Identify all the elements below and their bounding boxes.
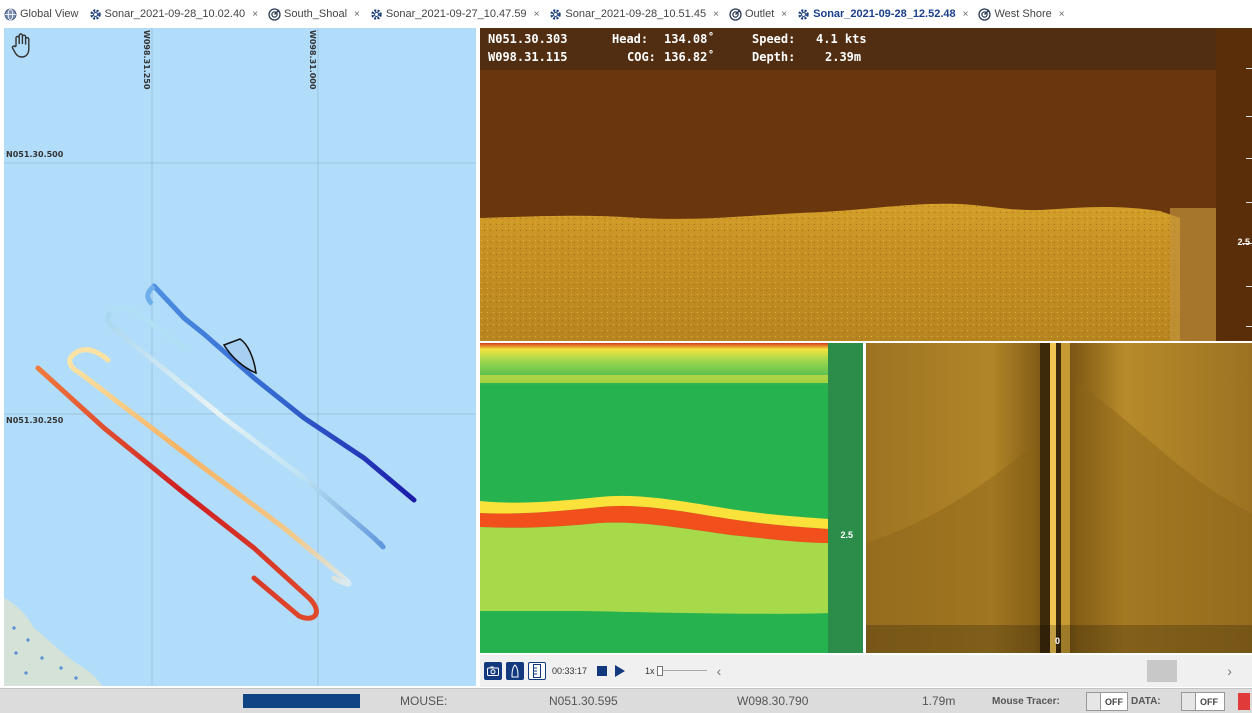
shoreline-land: [4, 598, 102, 686]
scroll-left-chevron[interactable]: ‹: [716, 663, 722, 679]
grid-label-lon-1: W098.31.250: [142, 30, 151, 90]
track-segment-2: [105, 308, 386, 550]
boat-marker: [222, 338, 257, 375]
readout-lat: N051.30.303: [488, 32, 568, 46]
data-state: OFF: [1200, 696, 1218, 707]
track-segment-4: [35, 365, 319, 621]
tab-close-icon[interactable]: ×: [781, 8, 788, 20]
sonar-2d-canvas: [480, 28, 1252, 341]
sonar-2d-view[interactable]: N051.30.303 W098.31.115 Head: 134.08˚ CO…: [480, 28, 1252, 341]
map-target-icon: [978, 7, 992, 21]
tab-close-icon[interactable]: ×: [1058, 8, 1065, 20]
depth-scale-label-top: 2.5: [1237, 237, 1250, 247]
map-panel[interactable]: W098.31.250 W098.31.000 N051.30.500 N051…: [4, 28, 476, 686]
stop-icon[interactable]: [597, 666, 608, 676]
map-target-icon: [729, 7, 742, 21]
ruler-icon: [533, 664, 541, 678]
tab-label: Sonar_2021-09-27_10.47.59: [385, 8, 527, 20]
progress-bar: [243, 694, 360, 708]
data-label: DATA:: [1131, 696, 1161, 707]
tab-label: South_Shoal: [284, 8, 348, 20]
scroll-right-chevron[interactable]: ›: [1227, 663, 1232, 679]
map-canvas: [4, 28, 476, 686]
camera-icon: [487, 666, 499, 676]
hand-pan-icon[interactable]: [10, 32, 34, 60]
tab-close-icon[interactable]: ×: [962, 8, 969, 20]
mouse-lon: W098.30.790: [737, 694, 809, 708]
tab-7[interactable]: West Shore ×: [978, 7, 1065, 21]
readout-depth-value: 2.39m: [825, 50, 862, 64]
readout-lon: W098.31.115: [488, 50, 568, 64]
tab-label: Sonar_2021-09-28_10.02.40: [104, 8, 246, 20]
readout-cog-value: 136.82˚: [664, 50, 715, 64]
tab-label: West Shore: [994, 8, 1052, 20]
tab-close-icon[interactable]: ×: [533, 8, 540, 20]
tab-6[interactable]: Sonar_2021-09-28_12.52.48 ×: [797, 8, 968, 21]
mouse-depth: 1.79m: [922, 694, 956, 708]
globe-icon: [4, 8, 17, 21]
tab-label: Sonar_2021-09-28_12.52.48: [813, 8, 956, 20]
tab-label: Global View: [20, 8, 79, 20]
tab-3[interactable]: Sonar_2021-09-27_10.47.59 ×: [370, 8, 540, 21]
sonar-downscan-view[interactable]: 2.5: [480, 343, 863, 653]
grid-label-lat-2: N051.30.250: [6, 416, 64, 425]
tab-0[interactable]: Global View: [4, 8, 79, 21]
tab-close-icon[interactable]: ×: [713, 8, 719, 20]
readout-head-value: 134.08˚: [664, 32, 715, 46]
record-indicator[interactable]: [1238, 693, 1250, 710]
tab-label: Sonar_2021-09-28_10.51.45: [565, 8, 707, 20]
track-segment-1: [151, 283, 417, 503]
sonar-sidescan-canvas: [866, 343, 1252, 653]
track-turn-1: [145, 284, 156, 306]
track-segment-3: [67, 351, 352, 587]
readout-speed-label: Speed:: [752, 32, 796, 46]
depth-scale-label-bl: 2.5: [840, 530, 853, 540]
grid-label-lat-1: N051.30.500: [6, 150, 64, 159]
boat-icon: [511, 664, 519, 678]
playback-bar: 00:33:17 1x ‹ ›: [480, 655, 1252, 687]
tab-bar: Global View Sonar_2021-09-28_10.02.40 × Sou…: [0, 0, 1252, 28]
sonar-gear-icon: [549, 8, 562, 21]
mouse-label: MOUSE:: [400, 694, 448, 708]
track-segment-2b: [109, 305, 187, 351]
play-icon[interactable]: [615, 665, 626, 677]
sonar-downscan-canvas: [480, 343, 863, 653]
speed-slider-thumb: [656, 666, 663, 676]
mouse-tracer-toggle[interactable]: OFF: [1086, 692, 1128, 711]
boat-view-button[interactable]: [506, 662, 524, 680]
status-bar: MOUSE: N051.30.595 W098.30.790 1.79m Mou…: [0, 688, 1252, 713]
sonar-gear-icon: [370, 8, 383, 21]
tab-close-icon[interactable]: ×: [252, 8, 259, 20]
tab-label: Outlet: [744, 8, 775, 20]
mouse-lat: N051.30.595: [549, 694, 618, 708]
speed-slider[interactable]: [656, 666, 707, 676]
sonar-gear-icon: [89, 8, 102, 21]
mouse-tracer-state: OFF: [1105, 696, 1123, 707]
depth-scale-top: 2.5: [1216, 28, 1252, 341]
mouse-tracer-label: Mouse Tracer:: [992, 696, 1060, 707]
playback-time: 00:33:17: [552, 666, 588, 676]
readout-depth-label: Depth:: [752, 50, 796, 64]
track-turn-3: [71, 347, 111, 363]
tab-1[interactable]: Sonar_2021-09-28_10.02.40 ×: [89, 8, 259, 21]
data-toggle[interactable]: OFF: [1181, 692, 1225, 711]
sonar-gear-icon: [797, 8, 810, 21]
readout-cog-label: COG:: [627, 50, 656, 64]
sidescan-center-label: 0: [1055, 636, 1061, 646]
grid-label-lon-2: W098.31.000: [308, 30, 317, 90]
playback-speed: 1x: [645, 666, 655, 676]
sonar-sidescan-view[interactable]: 0: [866, 343, 1252, 653]
tab-4[interactable]: Sonar_2021-09-28_10.51.45 ×: [549, 8, 719, 21]
navigation-readout: N051.30.303 W098.31.115 Head: 134.08˚ CO…: [480, 28, 1220, 70]
tab-5[interactable]: Outlet ×: [729, 7, 788, 21]
tab-2[interactable]: South_Shoal ×: [268, 7, 360, 21]
camera-button[interactable]: [484, 662, 502, 680]
readout-speed-value: 4.1 kts: [816, 32, 867, 46]
horizontal-scrollbar-thumb[interactable]: [1147, 660, 1178, 682]
tab-close-icon[interactable]: ×: [354, 8, 360, 20]
map-target-icon: [268, 7, 281, 21]
readout-head-label: Head:: [612, 32, 649, 46]
ruler-button[interactable]: [528, 662, 546, 680]
marsh-symbols: [12, 626, 78, 680]
